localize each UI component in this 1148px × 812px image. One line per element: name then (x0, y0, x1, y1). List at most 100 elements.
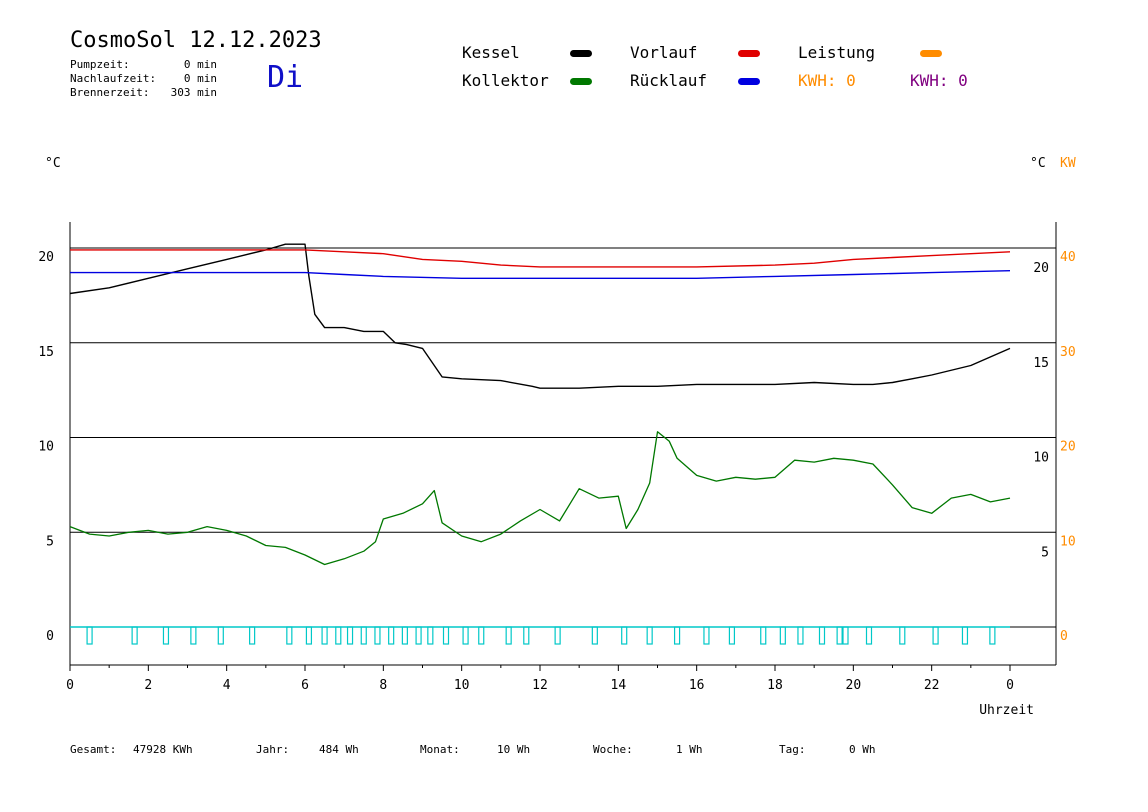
x-tick-label: 4 (223, 678, 231, 693)
kw-tick-label: 30 (1060, 345, 1076, 360)
x-tick-label: 8 (379, 678, 387, 693)
legend-kessel-label: Kessel (462, 43, 520, 62)
stat-brennerzeit-label: Brennerzeit: (70, 86, 150, 99)
pump-pulse (305, 626, 313, 645)
x-tick-label: 0 (66, 678, 74, 693)
y-right-unit: °C (1030, 156, 1046, 171)
legend-kessel-swatch (570, 50, 592, 57)
pump-pulse (478, 626, 485, 645)
x-tick-label: 10 (454, 678, 470, 693)
stat-nachlaufzeit-label: Nachlaufzeit: (70, 72, 157, 85)
pump-pulse (442, 626, 450, 645)
pump-pulse (646, 626, 653, 645)
pump-pulse (162, 626, 170, 645)
pump-pulse (321, 626, 328, 645)
kw-tick-label: 40 (1060, 250, 1076, 265)
pump-pulse (249, 626, 256, 645)
y-left-tick-label: 10 (38, 440, 54, 455)
x-axis-label: Uhrzeit (979, 703, 1034, 718)
stat-brennerzeit-value: 303 min (170, 86, 217, 99)
pump-pulse (217, 626, 224, 645)
x-tick-label: 18 (767, 678, 783, 693)
pump-pulse (961, 626, 969, 645)
weekday-label: Di (267, 60, 304, 95)
pump-pulse (779, 626, 786, 645)
pump-pulse (865, 626, 873, 645)
y-left-unit: °C (45, 156, 61, 171)
axis-labels: 0 2 4 6 8 10 12 14 16 18 20 22 0 Uhrzeit 0 5 10 15 20 °C 5 10… (38, 156, 1075, 718)
footer-woche-value: 1 Wh (676, 743, 703, 756)
x-tick-label: 6 (301, 678, 309, 693)
x-tick-label: 22 (924, 678, 940, 693)
x-tick-label: 20 (846, 678, 862, 693)
series-layer (69, 243, 1011, 645)
stat-nachlaufzeit-value: 0 min (183, 72, 217, 85)
pump-pulse (505, 626, 512, 645)
footer-tag-label: Tag: (779, 743, 806, 756)
legend-kwh-orange: KWH: 0 (798, 71, 856, 90)
pump-pulse (415, 626, 422, 645)
x-tick-label: 16 (689, 678, 705, 693)
series-kessel (69, 243, 1011, 389)
legend-kollektor-label: Kollektor (462, 71, 549, 90)
pump-pulse (989, 626, 996, 645)
footer-monat-value: 10 Wh (497, 743, 531, 756)
grid (70, 247, 1056, 628)
footer-jahr-label: Jahr: (256, 743, 290, 756)
kw-unit: KW (1060, 156, 1076, 171)
pump-pulse (797, 626, 804, 645)
legend-vorlauf-label: Vorlauf (630, 43, 698, 62)
footer-jahr-value: 484 Wh (319, 743, 359, 756)
x-tick-label: 0 (1006, 678, 1014, 693)
pump-pulse (621, 626, 628, 645)
pump-pulse (86, 626, 93, 645)
x-tick-label: 14 (611, 678, 627, 693)
pump-pulse (335, 626, 342, 645)
pump-pulse (703, 626, 710, 645)
footer-woche-label: Woche: (593, 743, 633, 756)
legend-kwh-purple: KWH: 0 (910, 71, 968, 90)
x-tick-label: 2 (144, 678, 152, 693)
series-kollektor (69, 431, 1011, 566)
stat-pumpzeit-label: Pumpzeit: (70, 58, 130, 71)
series-vorlauf (70, 249, 1011, 268)
pump-pulse (673, 626, 681, 645)
pump-pulse (899, 626, 906, 645)
pump-pulse (836, 626, 843, 645)
y-right-tick-label: 10 (1033, 451, 1049, 466)
pump-pulse (388, 626, 395, 645)
y-left-tick-label: 20 (38, 250, 54, 265)
y-left-tick-label: 0 (46, 629, 54, 644)
series-rücklauf (70, 270, 1011, 279)
pump-pulse (374, 626, 381, 645)
pump-pulse (401, 626, 408, 645)
legend-vorlauf-swatch (738, 50, 760, 57)
footer-monat-label: Monat: (420, 743, 460, 756)
legend-leistung-label: Leistung (798, 43, 876, 62)
page-title: CosmoSol 12.12.2023 (70, 28, 322, 53)
y-right-tick-label: 15 (1033, 356, 1049, 371)
y-left-tick-label: 15 (38, 345, 54, 360)
legend-ruecklauf-swatch (738, 78, 760, 85)
stat-pumpzeit-value: 0 min (183, 58, 217, 71)
pump-pulse (462, 626, 469, 645)
legend-ruecklauf-label: Rücklauf (630, 71, 708, 90)
pump-pulse (842, 626, 849, 645)
pump-pulse (360, 626, 367, 645)
y-right-tick-label: 20 (1033, 261, 1049, 276)
pump-pulse (131, 626, 138, 645)
kw-tick-label: 10 (1060, 534, 1076, 549)
legend-kollektor-swatch (570, 78, 592, 85)
footer-gesamt-label: Gesamt: (70, 743, 117, 756)
kw-tick-label: 0 (1060, 629, 1068, 644)
footer-tag-value: 0 Wh (849, 743, 876, 756)
pump-pulse (932, 626, 939, 645)
y-right-tick-label: 5 (1041, 545, 1049, 560)
pump-pulse (760, 626, 767, 645)
footer-gesamt-value: 47928 KWh (133, 743, 193, 756)
pump-pulse (591, 626, 598, 645)
pump-pulse (728, 626, 736, 645)
pump-pulse (190, 626, 197, 645)
pump-pulse (427, 626, 434, 645)
